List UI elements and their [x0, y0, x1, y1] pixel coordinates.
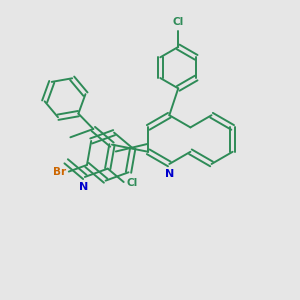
Text: Cl: Cl: [172, 17, 184, 27]
Text: N: N: [79, 182, 88, 192]
Text: Br: Br: [53, 167, 66, 177]
Text: N: N: [165, 169, 175, 179]
Text: Cl: Cl: [126, 178, 137, 188]
